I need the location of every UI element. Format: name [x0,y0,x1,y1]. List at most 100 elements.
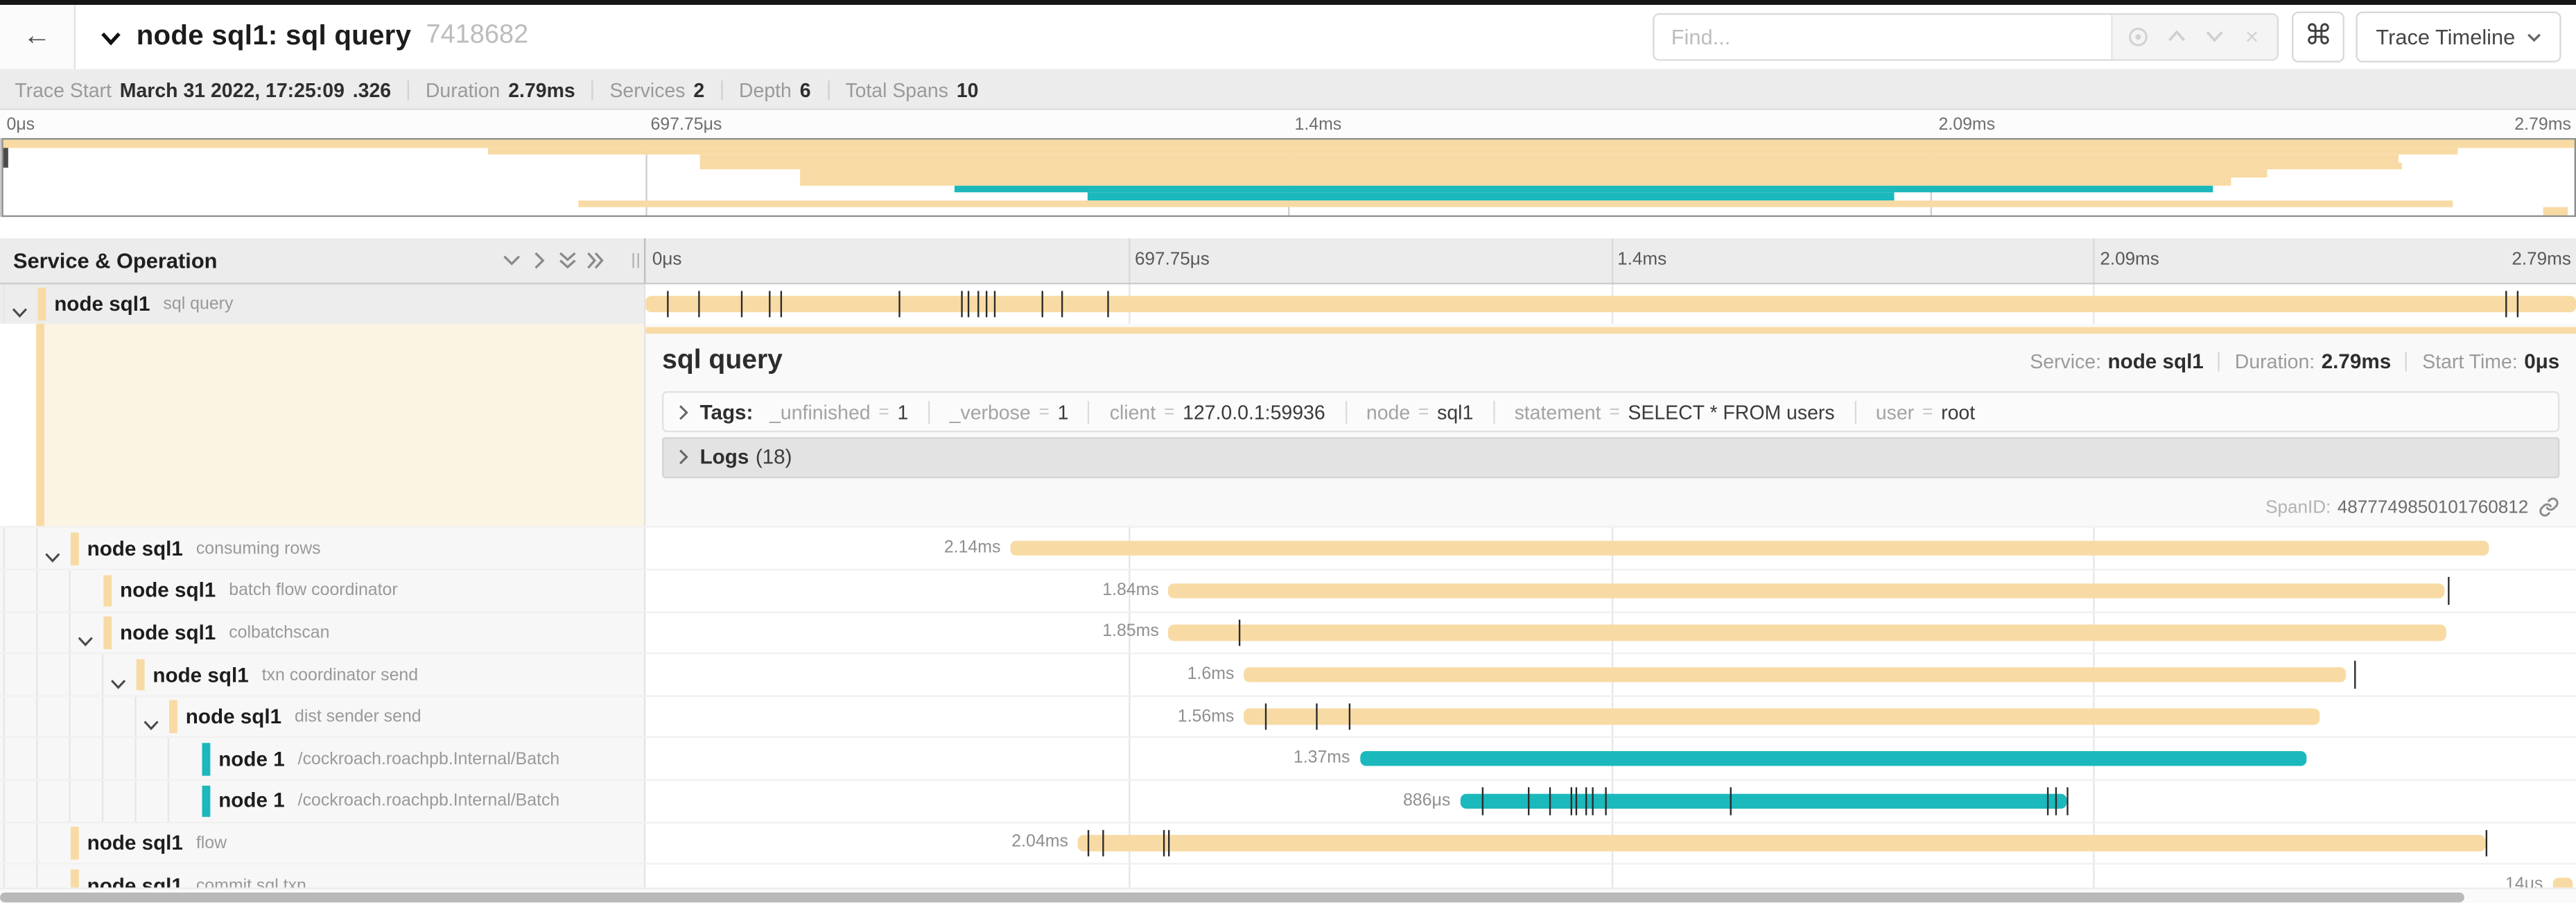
trace-collapse-chevron-icon[interactable] [101,31,122,45]
next-match-icon[interactable] [2195,30,2234,43]
span-row[interactable]: node sql1 batch flow coordinator 1.84ms [0,569,2576,611]
span-bar[interactable] [1244,709,2320,725]
collapse-one-icon[interactable] [498,254,525,266]
span-log-tick [960,290,962,318]
depth-value: 6 [799,78,811,101]
span-tree-cell[interactable]: node 1 /cockroach.roachpb.Internal/Batch [0,739,646,780]
span-id-row: SpanID: 4877749850101760812 [2265,497,2559,519]
equals-sign: = [1038,402,1050,422]
span-tree-cell[interactable]: node sql1 colbatchscan [0,612,646,653]
chevron-down-icon[interactable] [143,710,159,737]
span-log-tick [666,290,669,318]
column-resizer[interactable] [629,252,639,268]
span-row[interactable]: node sql1 flow 2.04ms [0,821,2576,863]
clear-search-icon[interactable]: × [2245,23,2259,50]
find-input[interactable] [1655,14,2112,59]
span-bar-cell[interactable]: 2.04ms [645,823,2576,863]
view-selector-button[interactable]: Trace Timeline [2356,10,2561,62]
chevron-down-icon[interactable] [110,669,127,696]
span-log-tick [1570,787,1572,815]
span-bar-cell[interactable]: 1.6ms [645,655,2576,695]
expand-all-icon[interactable] [582,250,609,268]
span-tree-cell[interactable]: node sql1 txn coordinator send [0,654,646,696]
span-log-tick [985,290,987,318]
horizontal-scrollbar[interactable] [0,888,2576,903]
back-button[interactable]: ← [0,3,76,69]
span-log-tick [1576,787,1578,815]
span-bar-cell[interactable]: 1.84ms [645,571,2576,611]
span-tree-cell[interactable]: node sql1 sql query [0,283,646,325]
indent-guide [3,780,6,822]
span-row[interactable]: node sql1 colbatchscan 1.85ms [0,610,2576,653]
span-row[interactable]: node sql1 txn coordinator send 1.6ms [0,653,2576,696]
span-tree-cell[interactable]: node sql1 dist sender send [0,696,646,737]
span-tree-cell[interactable]: node sql1 batch flow coordinator [0,570,646,611]
indent-guide [3,823,6,863]
span-row[interactable]: node sql1 sql query [0,283,2576,325]
minimap-row [3,169,2574,178]
span-tree-cell[interactable]: node 1 /cockroach.roachpb.Internal/Batch [0,780,646,822]
scrollbar-thumb[interactable] [0,892,2464,903]
tree-header-cell: Service & Operation [0,237,646,282]
span-bar[interactable] [1078,835,2486,851]
equals-sign: = [1922,402,1933,422]
span-bar[interactable] [1168,583,2445,599]
span-tree-cell[interactable]: node sql1 flow [0,823,646,863]
minimap-drag-handle[interactable] [3,144,8,168]
span-duration-label: 1.6ms [1187,664,1235,685]
expand-one-icon[interactable] [525,250,553,268]
axis-tick-label: 697.75μs [1135,249,1210,269]
indent-guide [36,570,38,611]
deep-link-icon[interactable] [2538,497,2559,519]
logs-accordion[interactable]: Logs (18) [662,436,2560,478]
span-bar[interactable] [645,295,2576,312]
span-bar-cell[interactable]: 1.85ms [645,612,2576,653]
chevron-down-icon[interactable] [77,626,94,653]
divider [1345,400,1347,424]
detail-gutter [0,324,35,527]
minimap-span-bar [2,139,2574,148]
locate-icon[interactable] [2120,24,2158,49]
span-bar-cell[interactable] [645,284,2576,324]
span-operation-name: consuming rows [195,538,321,559]
divider [1854,400,1856,424]
span-log-tick [1527,787,1530,815]
span-bar[interactable] [1460,793,2066,809]
start-time-value: 0μs [2524,350,2560,374]
span-bar[interactable] [1244,666,2347,683]
span-bar-cell[interactable]: 1.37ms [645,739,2576,779]
span-log-tick [2485,829,2487,857]
prev-match-icon[interactable] [2157,30,2195,43]
span-bar-cell[interactable]: 1.56ms [645,697,2576,737]
span-row[interactable]: node 1 /cockroach.roachpb.Internal/Batch… [0,779,2576,822]
span-operation-name: dist sender send [295,707,421,727]
span-bar-cell[interactable]: 2.14ms [645,528,2576,569]
span-row[interactable]: node sql1 dist sender send 1.56ms [0,695,2576,737]
axis-tick-label: 2.09ms [1938,114,1996,135]
axis-tick-label: 1.4ms [1294,114,1342,135]
span-bar[interactable] [1168,624,2447,641]
indent-guide [3,739,6,780]
span-row[interactable]: node sql1 consuming rows 2.14ms [0,526,2576,569]
indent-guide [69,780,71,822]
indent-guide [101,654,104,696]
tags-accordion[interactable]: Tags: _unfinished = 1 _verbose = 1 clien… [662,391,2560,433]
span-row[interactable]: node 1 /cockroach.roachpb.Internal/Batch… [0,737,2576,780]
keyboard-shortcuts-button[interactable]: ⌘ [2292,10,2345,62]
span-color-stripe [169,700,177,733]
tag-item: client = 127.0.0.1:59936 [1110,400,1325,423]
span-bar[interactable] [1010,540,2489,557]
divider [1492,400,1495,424]
span-bar[interactable] [1359,750,2306,767]
collapse-all-icon[interactable] [554,250,582,268]
chevron-down-icon[interactable] [12,297,28,324]
span-bar-cell[interactable]: 886μs [645,781,2576,821]
span-operation-name: batch flow coordinator [229,580,398,601]
span-log-tick [2047,787,2049,815]
minimap[interactable] [1,138,2575,217]
span-log-tick [1605,787,1607,815]
chevron-down-icon[interactable] [44,542,61,569]
span-tree-cell[interactable]: node sql1 consuming rows [0,528,646,569]
span-detail-panel: sql query Service: node sql1 Duration: 2… [645,324,2576,527]
